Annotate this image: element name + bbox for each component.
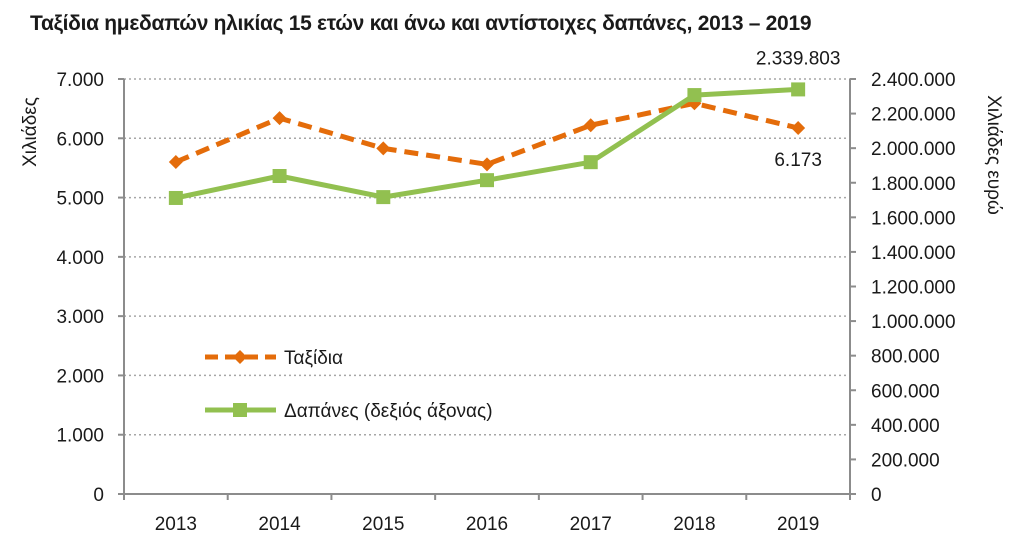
legend: Ταξίδια Δαπάνες (δεξιός άξονας) — [205, 348, 493, 422]
data-point-trips — [168, 155, 183, 169]
chart-title: Ταξίδια ημεδαπών ηλικίας 15 ετών και άνω… — [30, 12, 812, 35]
right-tick-label: 2.000.000 — [871, 139, 956, 160]
series-group — [168, 82, 806, 205]
right-tick-label: 200.000 — [871, 450, 940, 471]
data-labels: 6.173 2.339.803 — [756, 48, 841, 171]
x-tick-label: 2014 — [258, 514, 301, 535]
data-point-expenses — [168, 190, 183, 205]
data-point-expenses — [376, 190, 391, 205]
data-point-trips — [791, 121, 806, 136]
data-point-expenses — [480, 173, 494, 188]
right-tick-label: 2.200.000 — [871, 105, 956, 126]
right-axis-title: Χιλιάδες ευρώ — [983, 95, 1004, 215]
data-point-expenses — [583, 155, 598, 170]
series-line-trips — [174, 100, 799, 167]
left-tick-label: 1.000 — [56, 426, 104, 447]
data-point-trips — [376, 141, 391, 156]
right-tick-label: 400.000 — [871, 416, 940, 437]
gridlines — [124, 78, 850, 436]
legend-item-trips: Ταξίδια — [205, 348, 343, 369]
left-axis-title: Χιλιάδες — [20, 97, 41, 167]
right-tick-label: 1.400.000 — [871, 243, 956, 264]
legend-item-expenses: Δαπάνες (δεξιός άξονας) — [205, 401, 493, 422]
right-tick-label: 1.800.000 — [871, 174, 956, 195]
x-tick-label: 2013 — [155, 514, 197, 535]
left-tick-label: 0 — [93, 485, 104, 506]
left-tick-label: 4.000 — [56, 248, 104, 269]
left-tick-label: 3.000 — [56, 307, 104, 328]
right-axis-ticks: 0 200.000 400.000 600.000 800.000 1.000.000 1.… — [850, 70, 956, 506]
right-tick-label: 2.400.000 — [871, 70, 956, 91]
left-tick-label: 6.000 — [56, 129, 104, 150]
x-tick-label: 2016 — [466, 514, 508, 535]
square-marker-icon — [233, 403, 247, 417]
right-tick-label: 1.200.000 — [871, 278, 956, 299]
legend-label-trips: Ταξίδια — [284, 348, 343, 369]
left-tick-label: 5.000 — [56, 189, 104, 210]
data-point-trips — [583, 118, 598, 133]
legend-label-expenses: Δαπάνες (δεξιός άξονας) — [284, 401, 493, 422]
left-tick-label: 7.000 — [56, 70, 104, 91]
diamond-marker-icon — [233, 350, 247, 364]
data-point-trips — [480, 157, 494, 172]
data-point-expenses — [791, 82, 806, 97]
data-label-trips: 6.173 — [774, 150, 822, 171]
x-axis-ticks: 2013 2014 2015 2016 2017 2018 2019 — [123, 494, 851, 535]
right-tick-label: 0 — [871, 485, 882, 506]
x-tick-label: 2018 — [673, 514, 715, 535]
left-axis-ticks: 0 1.000 2.000 3.000 4.000 5.000 6.000 7.000 — [56, 70, 124, 506]
left-tick-label: 2.000 — [56, 366, 104, 387]
data-point-expenses — [272, 169, 287, 184]
data-point-trips — [272, 111, 287, 126]
right-tick-label: 800.000 — [871, 347, 940, 368]
right-tick-label: 600.000 — [871, 381, 940, 402]
right-tick-label: 1.600.000 — [871, 208, 956, 229]
data-point-expenses — [687, 88, 702, 103]
x-tick-label: 2019 — [777, 514, 819, 535]
x-tick-label: 2015 — [362, 514, 404, 535]
data-label-expenses: 2.339.803 — [756, 48, 841, 69]
x-tick-label: 2017 — [570, 514, 612, 535]
right-tick-label: 1.000.000 — [871, 312, 956, 333]
